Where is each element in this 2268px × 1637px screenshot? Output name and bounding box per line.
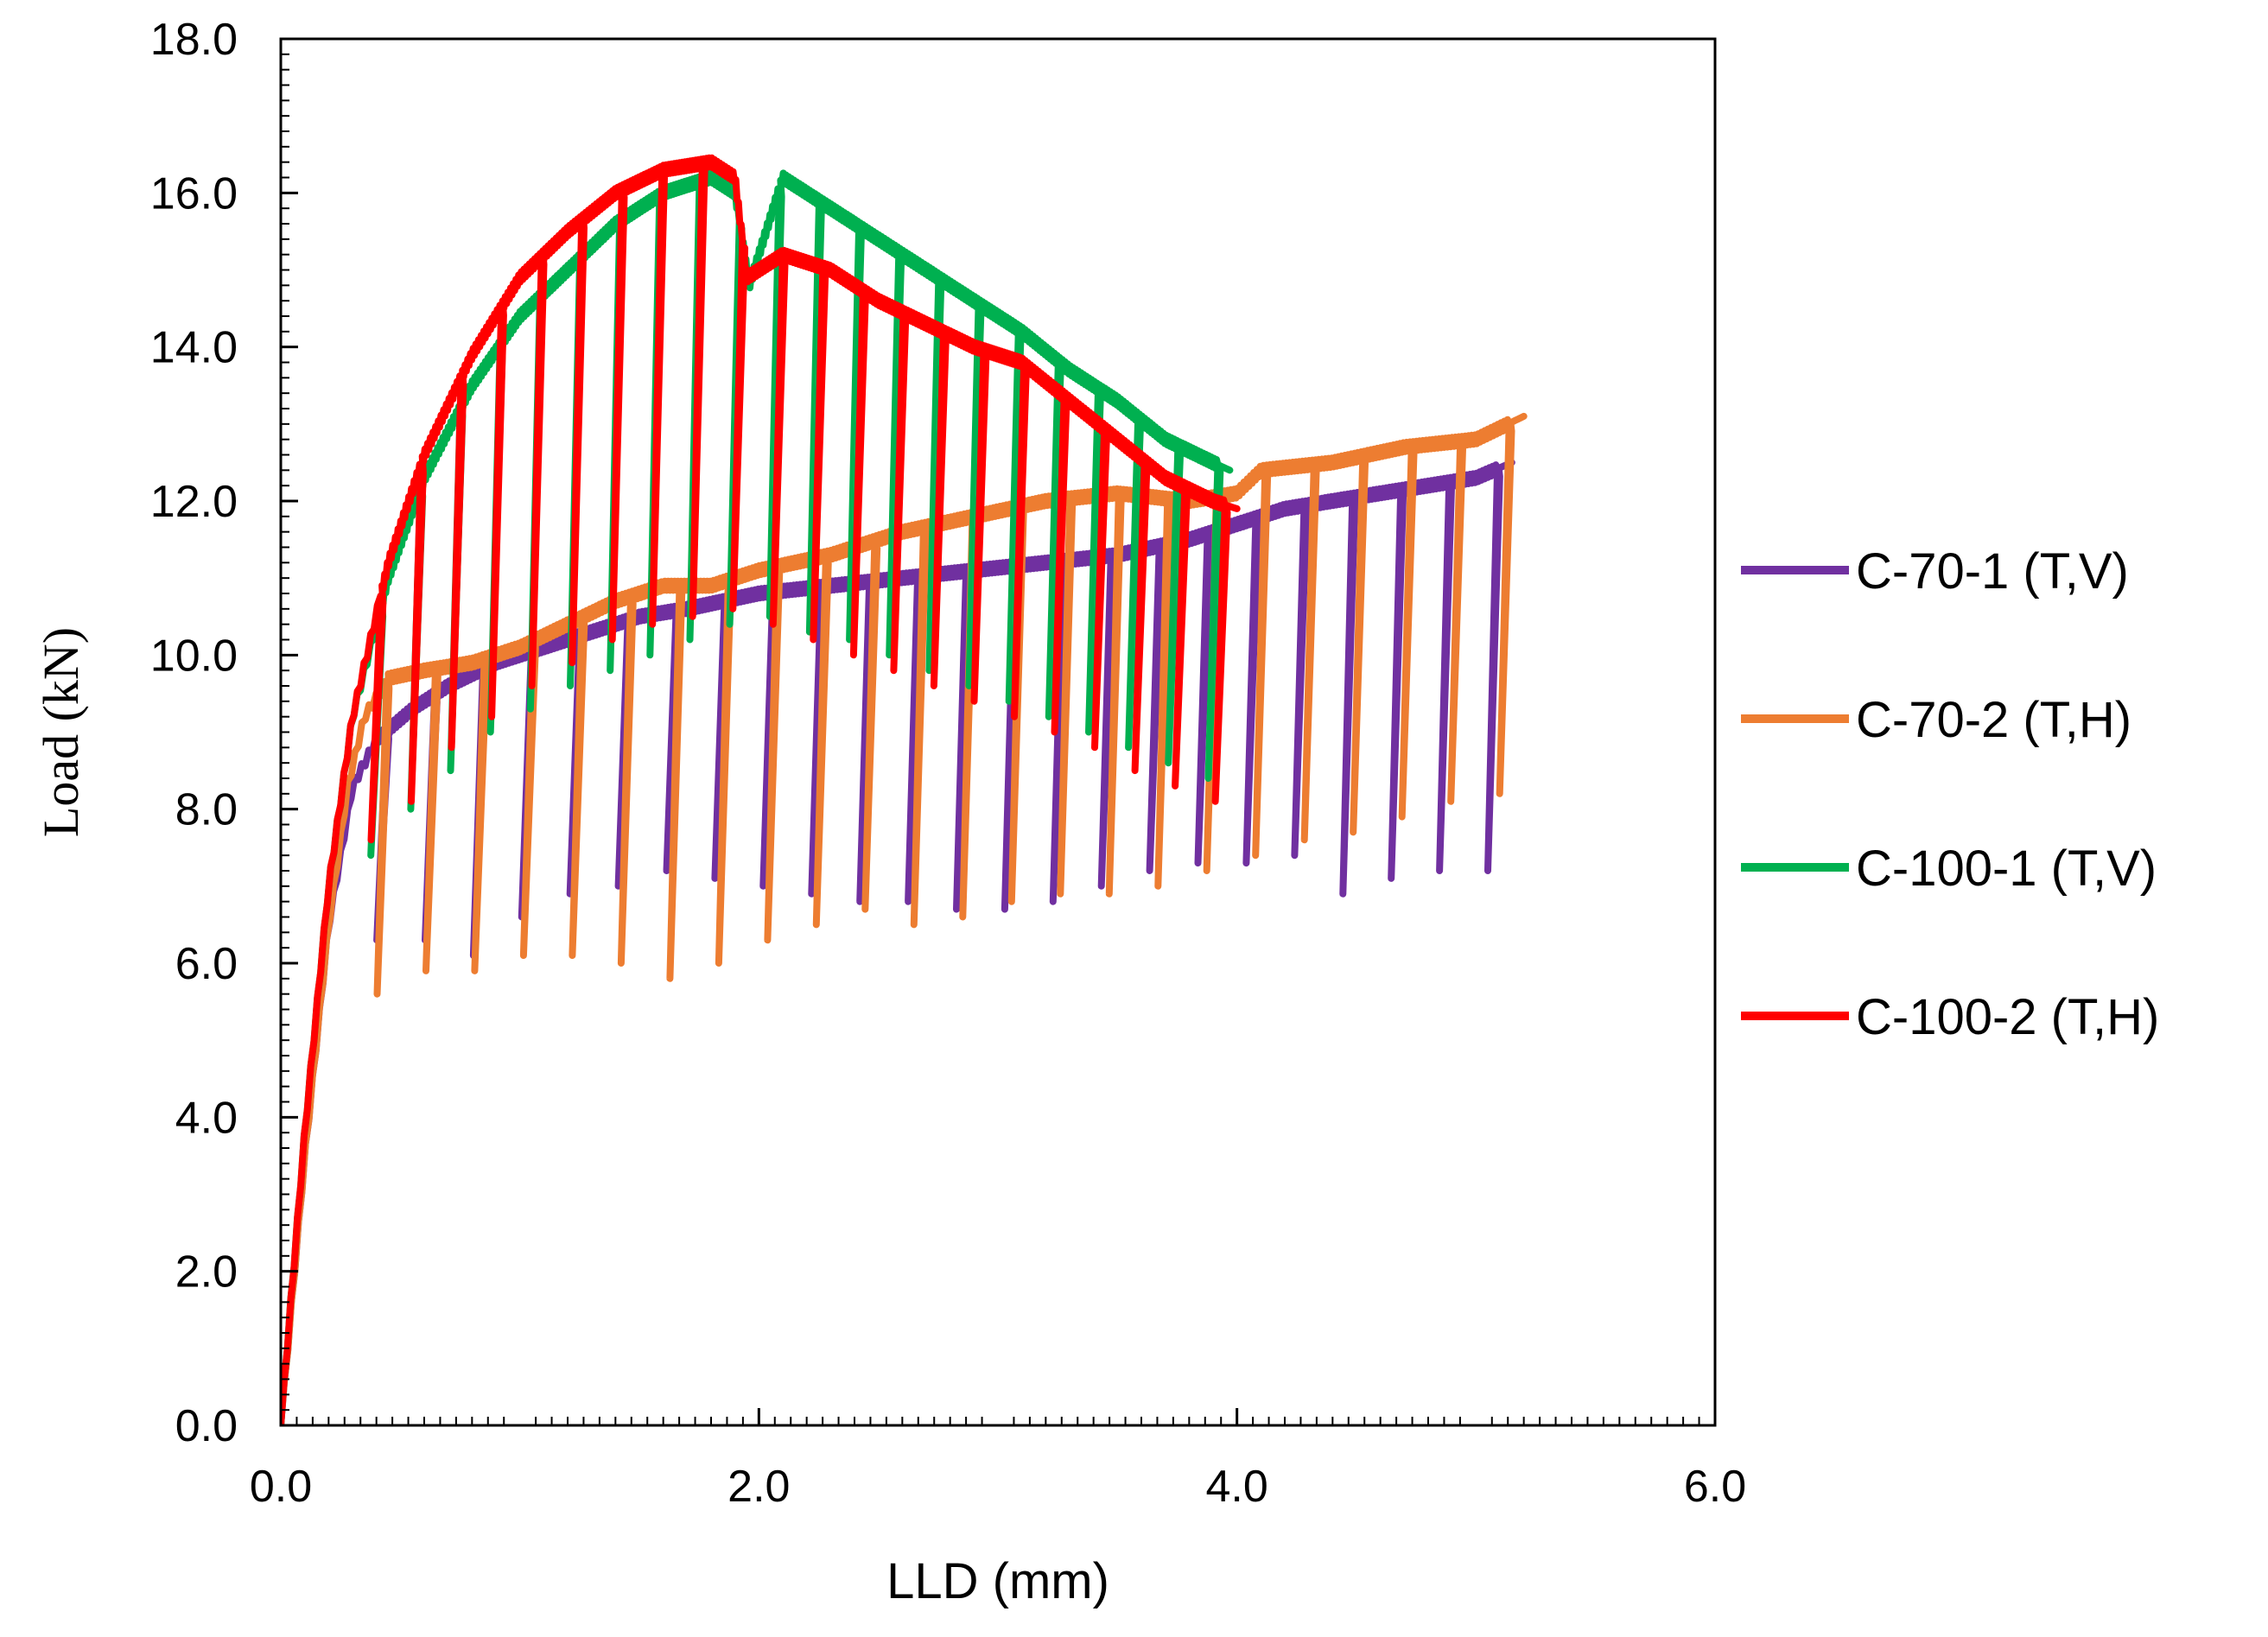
x-tick-label: 0.0: [250, 1462, 312, 1512]
legend-label-c70-1: C-70-1 (T,V): [1856, 543, 2129, 600]
x-tick-label: 2.0: [727, 1462, 790, 1512]
x-tick-label: 4.0: [1206, 1462, 1268, 1512]
legend: C-70-1 (T,V) C-70-2 (T,H) C-100-1 (T,V) …: [1741, 543, 2159, 1045]
y-tick-label: 12.0: [150, 477, 238, 527]
y-tick-label: 16.0: [150, 168, 238, 219]
legend-item: C-70-1 (T,V): [1741, 543, 2129, 600]
series-line-3: [281, 154, 1241, 1425]
legend-label-c100-2: C-100-2 (T,H): [1856, 989, 2159, 1045]
legend-item: C-70-2 (T,H): [1741, 692, 2131, 748]
y-tick-label: 2.0: [175, 1247, 238, 1298]
legend-item: C-100-2 (T,H): [1741, 989, 2159, 1045]
y-tick-label: 8.0: [175, 785, 238, 835]
series-line-1: [281, 412, 1528, 1425]
y-tick-label: 6.0: [175, 939, 238, 989]
y-tick-label: 18.0: [150, 15, 238, 65]
x-axis-title: LLD (mm): [886, 1553, 1109, 1609]
y-tick-label: 0.0: [175, 1401, 238, 1451]
y-tick-label: 10.0: [150, 631, 238, 681]
series-line-2: [281, 169, 1234, 1425]
y-tick-label: 14.0: [150, 323, 238, 373]
legend-item: C-100-1 (T,V): [1741, 841, 2157, 897]
series-layer: [281, 154, 1528, 1425]
y-tick-label: 4.0: [175, 1093, 238, 1143]
legend-label-c70-2: C-70-2 (T,H): [1856, 692, 2131, 748]
legend-label-c100-1: C-100-1 (T,V): [1856, 841, 2157, 897]
x-tick-label: 6.0: [1684, 1462, 1746, 1512]
y-axis-title: Load (kN): [33, 627, 89, 837]
axes-layer: 0.0 2.0 4.0 6.0 0.0 2.0 4.0 6.0 8.0 10.0 12.0 14.0 1…: [150, 15, 1746, 1512]
